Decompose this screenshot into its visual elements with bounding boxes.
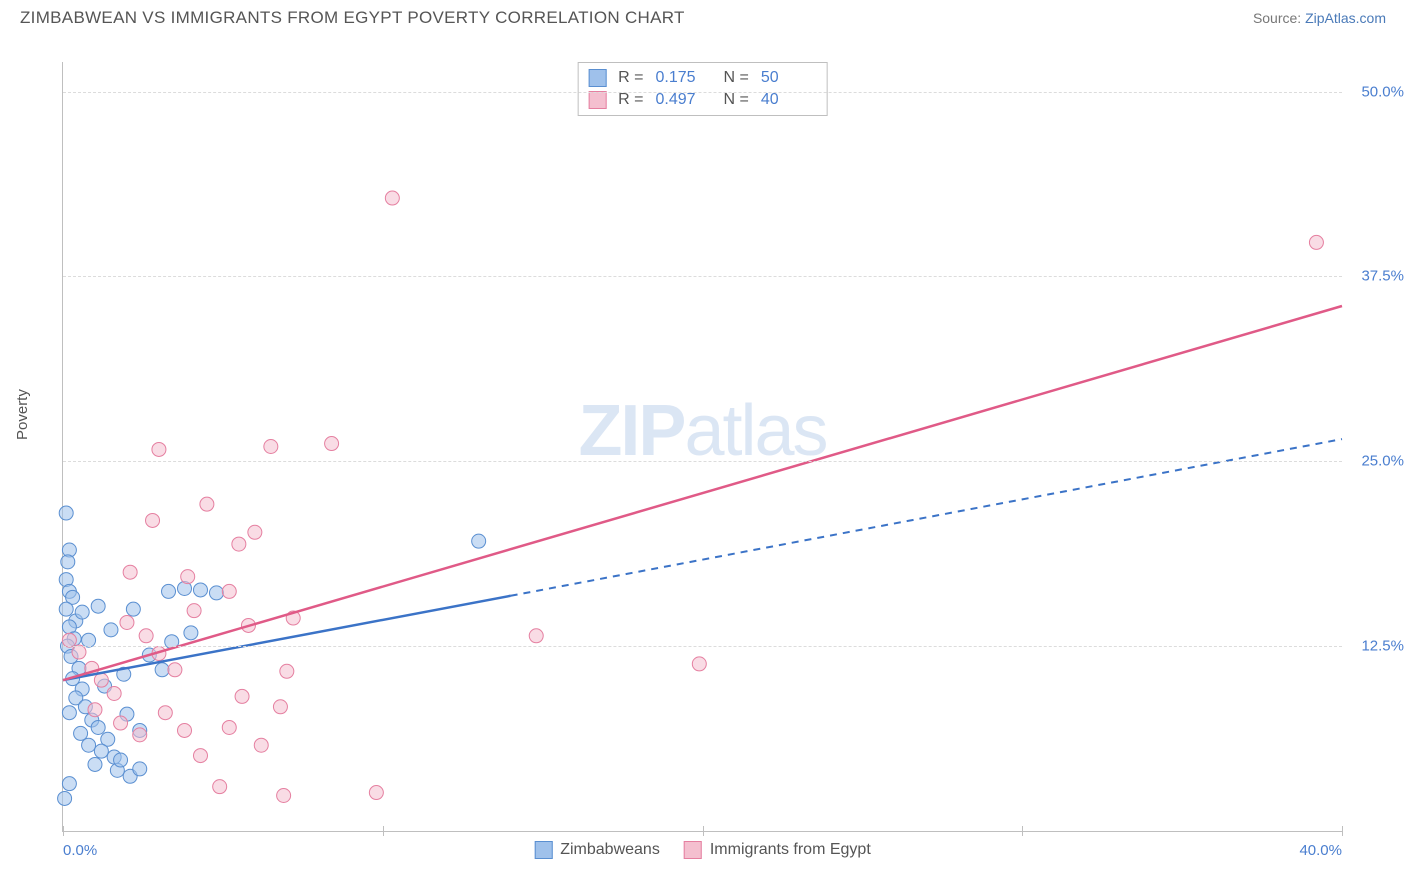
- series-legend: Zimbabweans Immigrants from Egypt: [534, 841, 871, 859]
- data-point: [155, 663, 169, 677]
- legend-label-1: Immigrants from Egypt: [710, 841, 871, 859]
- data-point: [209, 586, 223, 600]
- gridline: [63, 92, 1342, 93]
- data-point: [139, 629, 153, 643]
- x-tick-mark: [63, 826, 64, 836]
- x-tick-mark: [1342, 826, 1343, 836]
- y-axis-label: Poverty: [14, 389, 31, 440]
- data-point: [74, 726, 88, 740]
- swatch-series-1: [588, 91, 606, 109]
- trend-line-dashed: [511, 439, 1342, 596]
- data-point: [325, 437, 339, 451]
- data-point: [88, 757, 102, 771]
- data-point: [58, 791, 72, 805]
- data-point: [385, 191, 399, 205]
- data-point: [133, 728, 147, 742]
- stats-row-series-0: R = 0.175 N = 50: [588, 67, 817, 89]
- data-point: [82, 633, 96, 647]
- data-point: [88, 703, 102, 717]
- data-point: [232, 537, 246, 551]
- data-point: [193, 749, 207, 763]
- legend-label-0: Zimbabweans: [560, 841, 660, 859]
- data-point: [94, 673, 108, 687]
- gridline: [63, 276, 1342, 277]
- data-point: [72, 645, 86, 659]
- data-point: [280, 664, 294, 678]
- data-point: [472, 534, 486, 548]
- data-point: [107, 686, 121, 700]
- y-tick-label: 37.5%: [1361, 268, 1404, 285]
- data-point: [91, 599, 105, 613]
- swatch-series-1-bottom: [684, 841, 702, 859]
- data-point: [123, 565, 137, 579]
- data-point: [114, 753, 128, 767]
- data-point: [248, 525, 262, 539]
- data-point: [277, 789, 291, 803]
- data-point: [168, 663, 182, 677]
- x-tick-mark: [703, 826, 704, 836]
- data-point: [75, 605, 89, 619]
- legend-item-1: Immigrants from Egypt: [684, 841, 871, 859]
- y-tick-label: 25.0%: [1361, 453, 1404, 470]
- x-tick-mark: [383, 826, 384, 836]
- data-point: [222, 720, 236, 734]
- data-point: [158, 706, 172, 720]
- swatch-series-0-bottom: [534, 841, 552, 859]
- data-point: [254, 738, 268, 752]
- data-point: [235, 689, 249, 703]
- data-point: [146, 513, 160, 527]
- data-point: [59, 602, 73, 616]
- data-point: [62, 706, 76, 720]
- data-point: [62, 633, 76, 647]
- data-point: [1309, 235, 1323, 249]
- data-point: [61, 555, 75, 569]
- chart-title: ZIMBABWEAN VS IMMIGRANTS FROM EGYPT POVE…: [20, 8, 685, 28]
- gridline: [63, 646, 1342, 647]
- data-point: [82, 738, 96, 752]
- scatter-svg: [63, 62, 1342, 831]
- data-point: [193, 583, 207, 597]
- data-point: [133, 762, 147, 776]
- gridline: [63, 461, 1342, 462]
- data-point: [529, 629, 543, 643]
- data-point: [94, 744, 108, 758]
- x-tick-label: 0.0%: [63, 842, 97, 859]
- x-tick-mark: [1022, 826, 1023, 836]
- data-point: [264, 440, 278, 454]
- plot-area: ZIPatlas R = 0.175 N = 50 R = 0.497 N = …: [62, 62, 1342, 832]
- data-point: [126, 602, 140, 616]
- source-attribution: Source: ZipAtlas.com: [1253, 10, 1386, 26]
- swatch-series-0: [588, 69, 606, 87]
- data-point: [200, 497, 214, 511]
- data-point: [213, 780, 227, 794]
- data-point: [187, 604, 201, 618]
- data-point: [152, 442, 166, 456]
- source-link[interactable]: ZipAtlas.com: [1305, 10, 1386, 26]
- data-point: [178, 723, 192, 737]
- x-tick-label: 40.0%: [1299, 842, 1342, 859]
- data-point: [184, 626, 198, 640]
- data-point: [91, 720, 105, 734]
- data-point: [120, 615, 134, 629]
- stats-legend: R = 0.175 N = 50 R = 0.497 N = 40: [577, 62, 828, 116]
- legend-item-0: Zimbabweans: [534, 841, 660, 859]
- y-tick-label: 12.5%: [1361, 638, 1404, 655]
- y-tick-label: 50.0%: [1361, 83, 1404, 100]
- data-point: [104, 623, 118, 637]
- data-point: [692, 657, 706, 671]
- data-point: [369, 786, 383, 800]
- data-point: [273, 700, 287, 714]
- data-point: [59, 506, 73, 520]
- data-point: [114, 716, 128, 730]
- trend-line-solid: [63, 306, 1342, 680]
- data-point: [162, 584, 176, 598]
- chart-container: Poverty ZIPatlas R = 0.175 N = 50 R = 0.…: [20, 38, 1386, 882]
- data-point: [222, 584, 236, 598]
- data-point: [181, 570, 195, 584]
- data-point: [62, 777, 76, 791]
